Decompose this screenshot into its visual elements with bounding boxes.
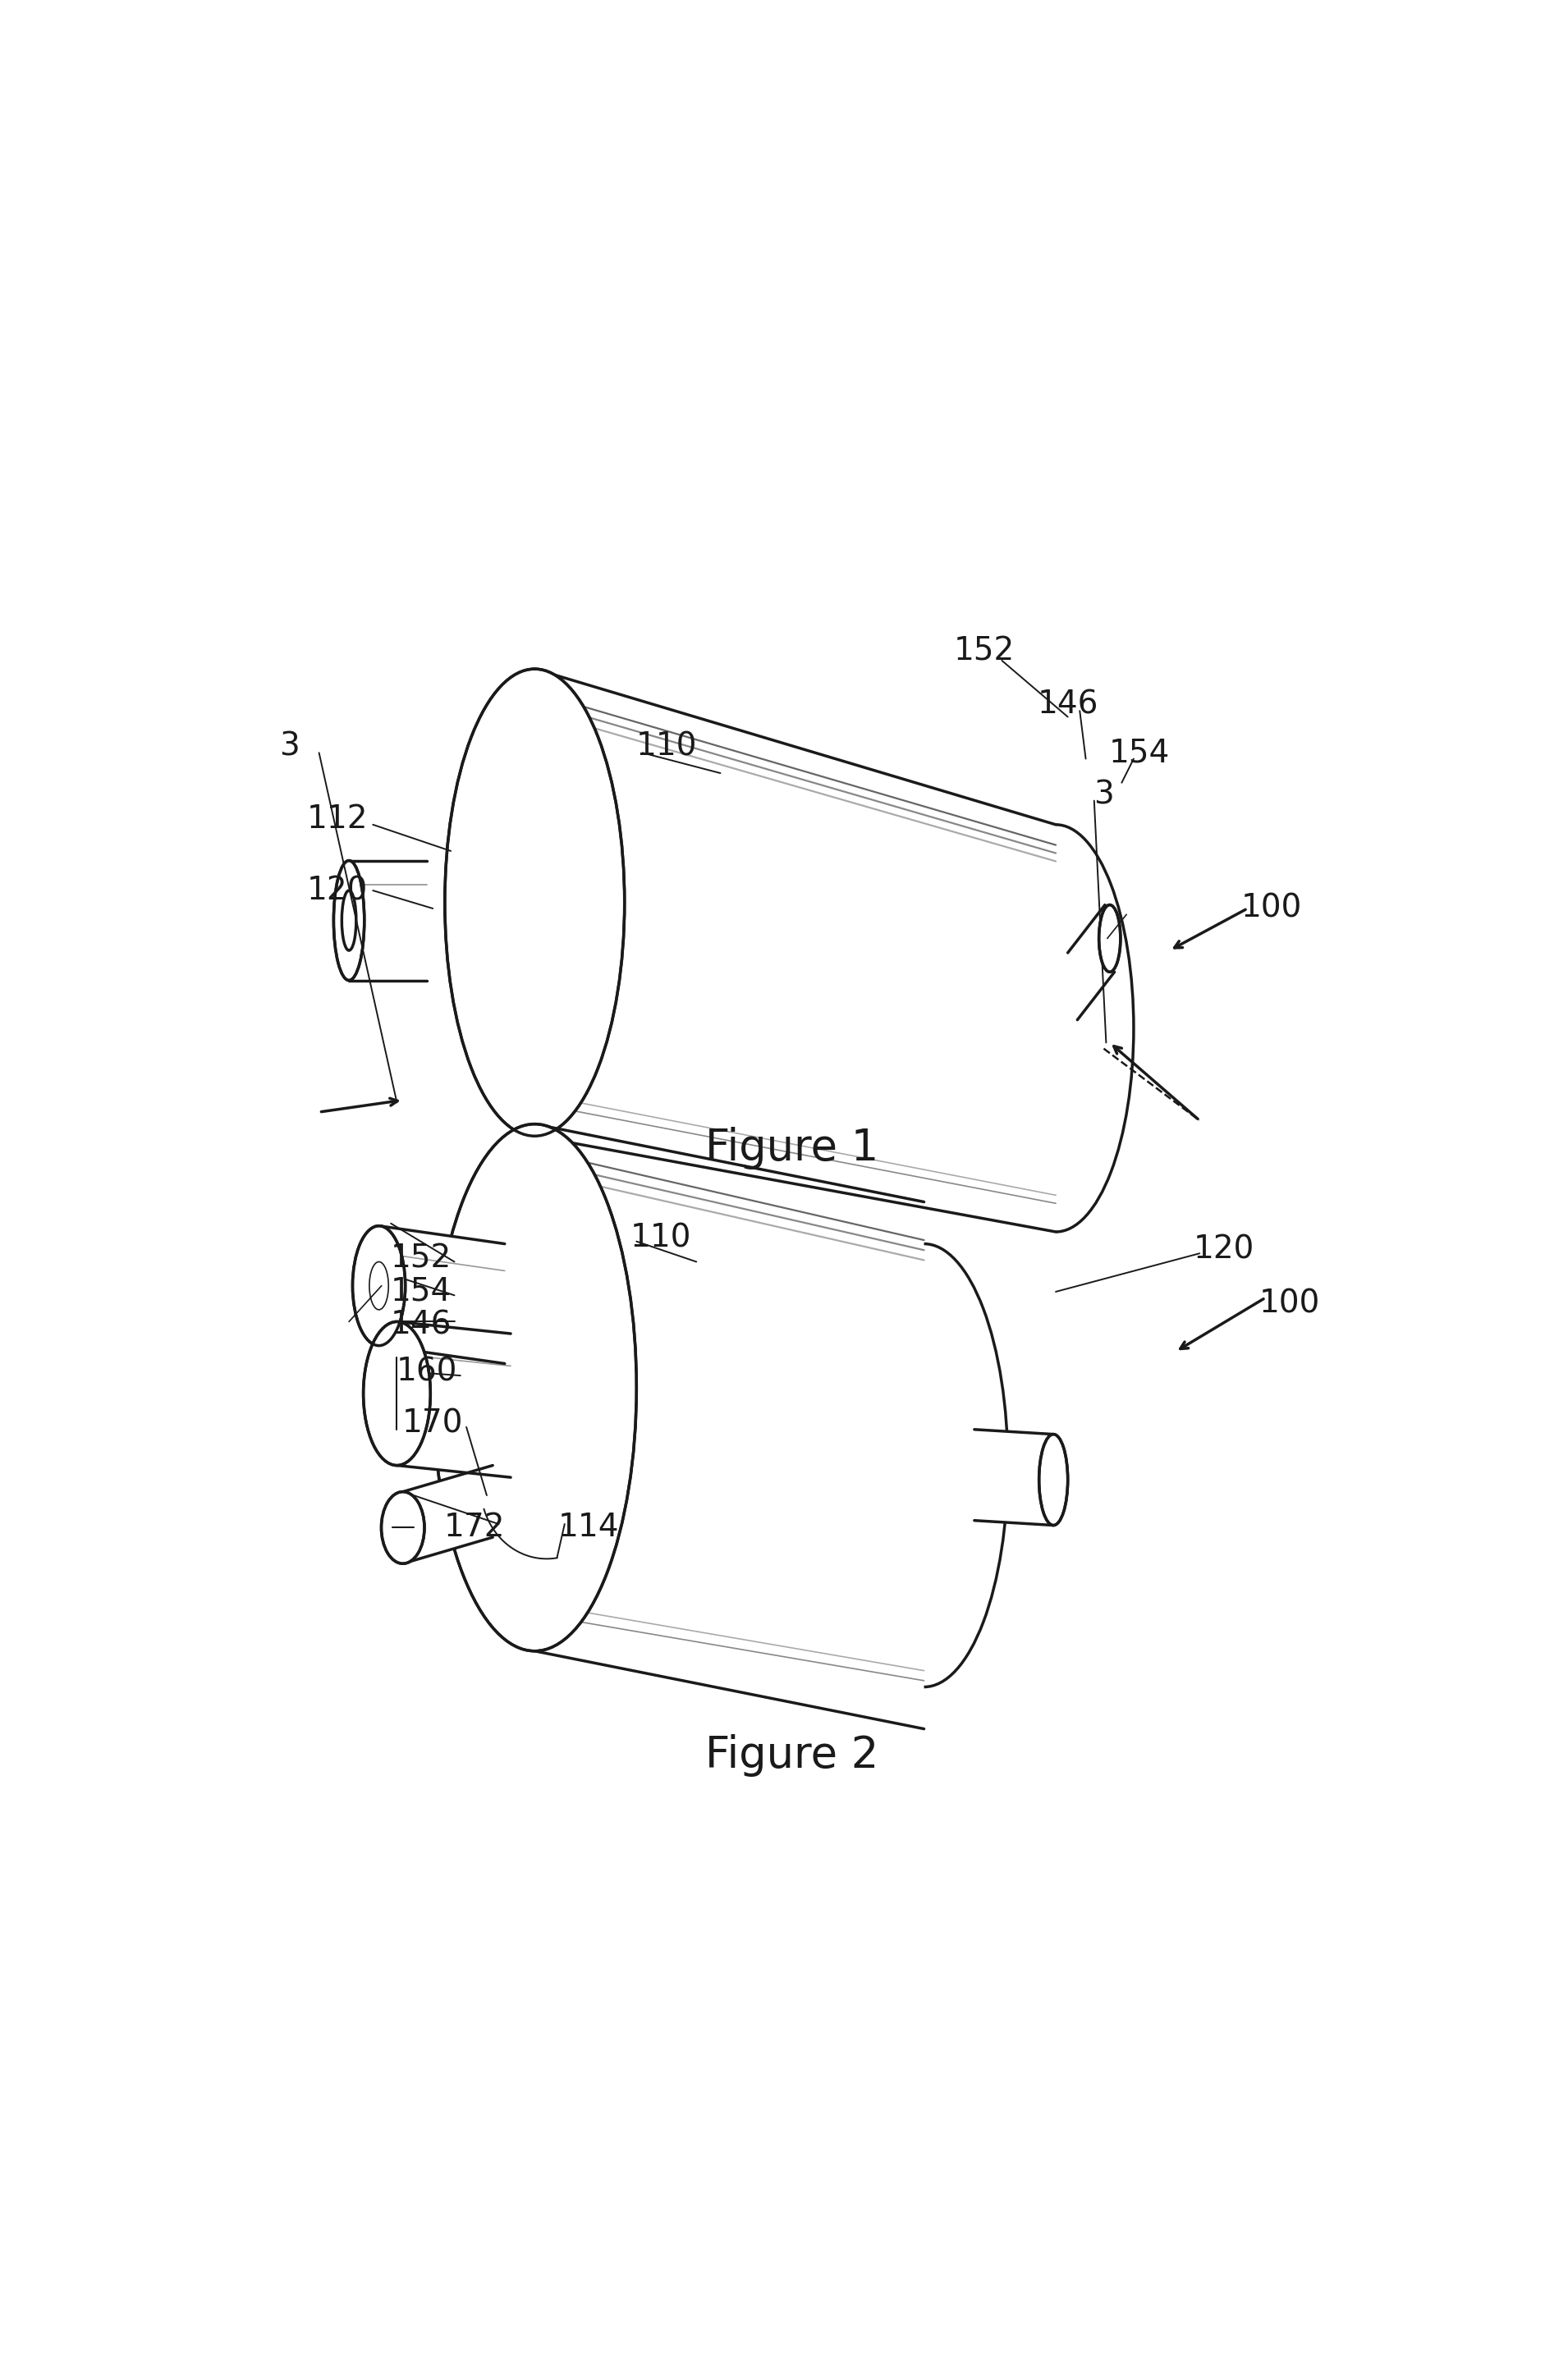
Ellipse shape: [433, 1123, 637, 1652]
Polygon shape: [973, 1430, 1052, 1526]
Text: 3: 3: [1092, 778, 1114, 809]
Ellipse shape: [363, 1321, 430, 1466]
Text: 146: 146: [389, 1309, 451, 1340]
Polygon shape: [403, 1466, 493, 1564]
Text: 110: 110: [629, 1223, 691, 1254]
Text: Figure 1: Figure 1: [705, 1126, 879, 1169]
Text: 100: 100: [1258, 1288, 1319, 1319]
Text: 152: 152: [953, 635, 1014, 666]
Text: 154: 154: [1109, 738, 1170, 769]
Text: Figure 2: Figure 2: [705, 1735, 879, 1775]
Ellipse shape: [382, 1492, 425, 1564]
Ellipse shape: [1098, 904, 1120, 971]
Polygon shape: [397, 1321, 510, 1478]
Text: 114: 114: [558, 1511, 620, 1542]
Text: 120: 120: [1193, 1235, 1253, 1266]
Ellipse shape: [334, 862, 365, 981]
Text: 112: 112: [306, 802, 368, 835]
Ellipse shape: [445, 669, 624, 1135]
Text: 170: 170: [402, 1409, 463, 1440]
Ellipse shape: [1038, 1435, 1068, 1526]
Polygon shape: [379, 1226, 504, 1364]
Text: 172: 172: [443, 1511, 505, 1542]
Text: 3: 3: [278, 731, 300, 762]
Polygon shape: [1065, 904, 1117, 1021]
Text: 146: 146: [1037, 690, 1098, 721]
Ellipse shape: [352, 1226, 405, 1345]
Text: 100: 100: [1241, 892, 1301, 923]
Text: 154: 154: [391, 1276, 451, 1307]
Text: 152: 152: [391, 1242, 451, 1273]
Text: 160: 160: [396, 1357, 457, 1388]
Polygon shape: [535, 669, 1132, 1233]
Text: 120: 120: [306, 876, 368, 907]
Polygon shape: [535, 1123, 1007, 1687]
Text: 110: 110: [635, 731, 697, 762]
Polygon shape: [349, 862, 426, 981]
